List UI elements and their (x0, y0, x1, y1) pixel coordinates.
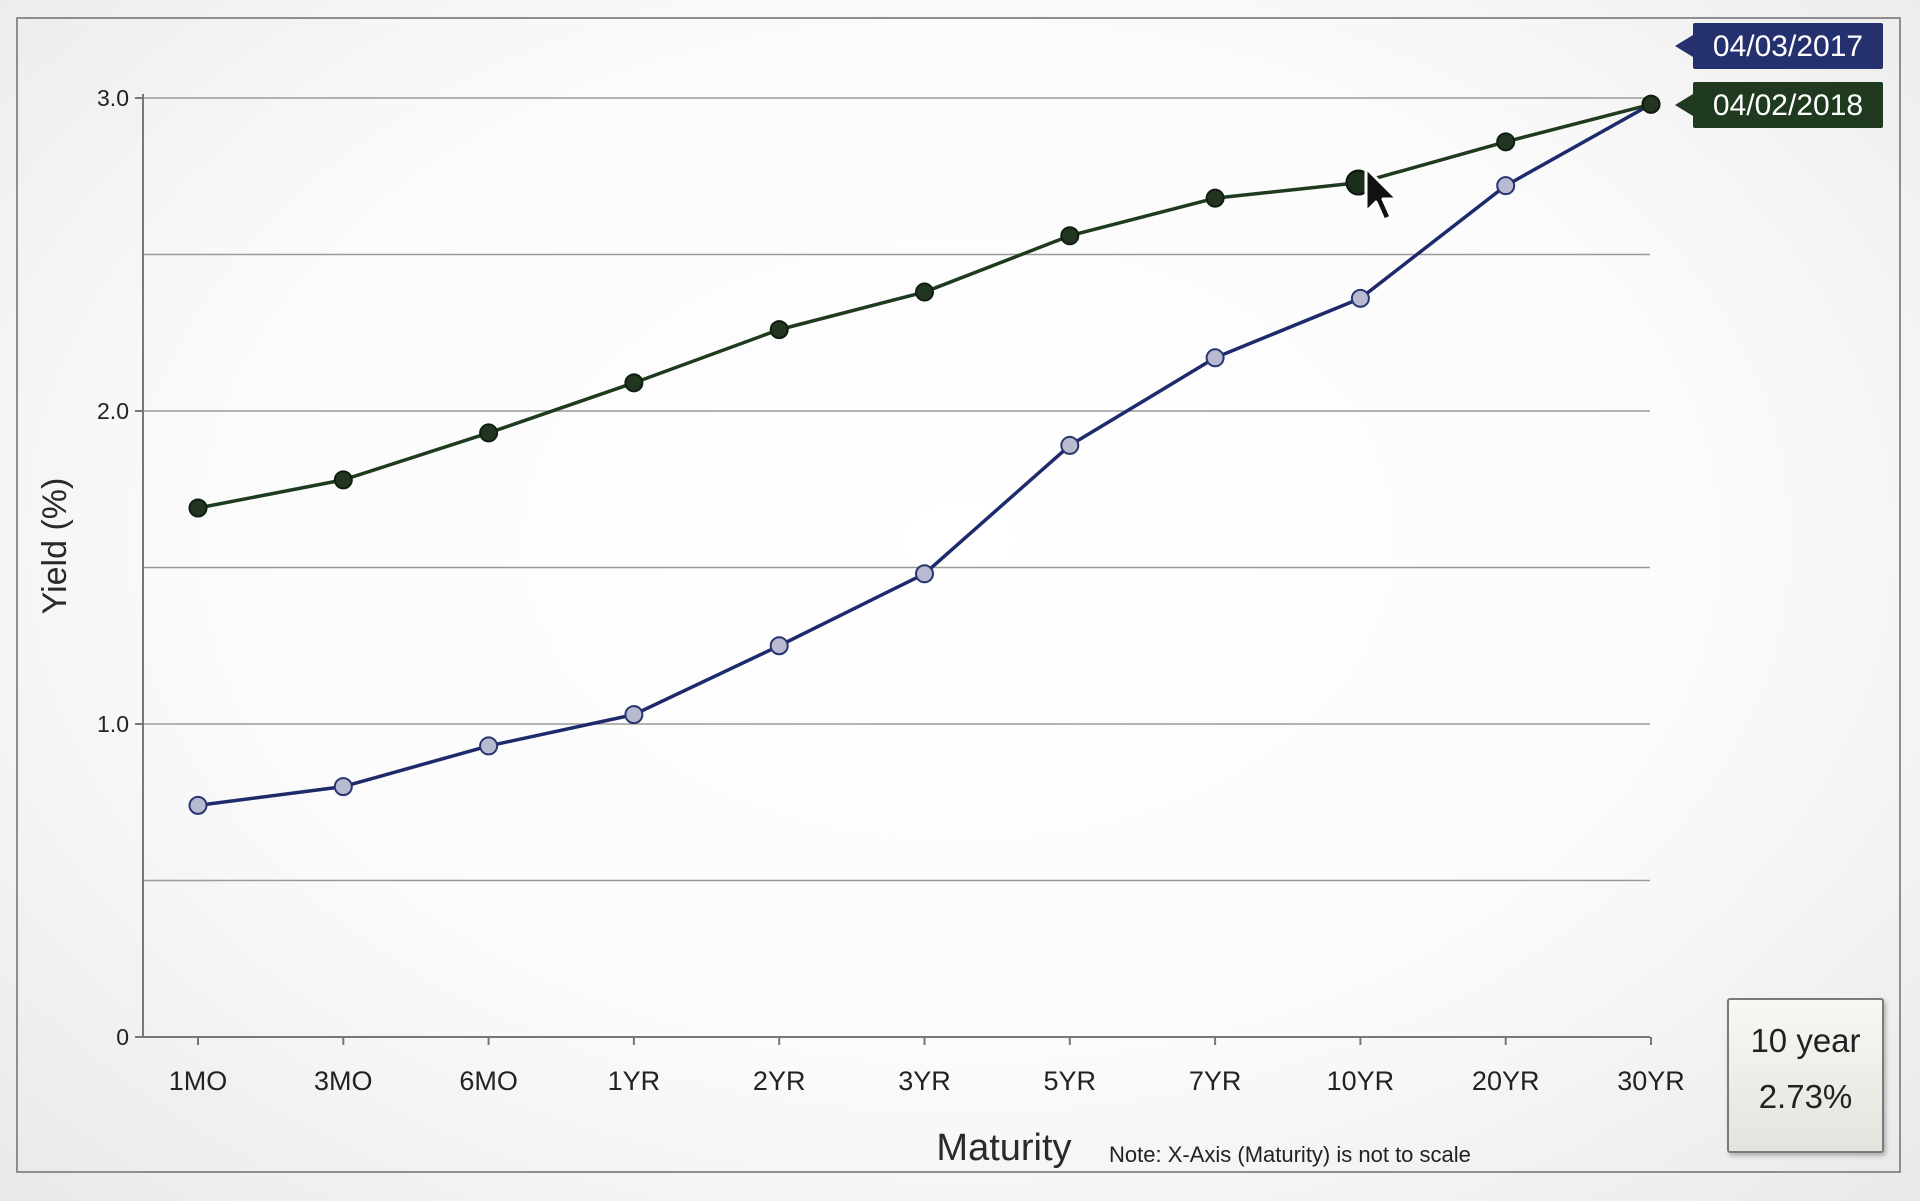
x-tick-label: 20YR (1472, 1066, 1540, 1096)
data-point[interactable] (188, 498, 208, 518)
data-point[interactable] (624, 373, 644, 393)
data-point[interactable] (479, 423, 499, 443)
data-point[interactable] (1496, 176, 1516, 196)
data-point[interactable] (769, 320, 789, 340)
readout-box: 10 year 2.73% (1727, 998, 1884, 1153)
readout-label: 10 year (1750, 1022, 1861, 1059)
y-tick-label: 3.0 (97, 85, 129, 111)
data-point[interactable] (333, 777, 353, 797)
y-tick-label: 0 (116, 1024, 129, 1050)
x-tick-label: 6MO (459, 1066, 518, 1096)
data-point[interactable] (1205, 188, 1225, 208)
mouse-cursor-icon (1364, 166, 1399, 222)
series-tag-label: 04/03/2017 (1713, 30, 1863, 63)
data-point[interactable] (1060, 226, 1080, 246)
data-point[interactable] (769, 636, 789, 656)
axes (135, 94, 1652, 1045)
data-point[interactable] (1060, 435, 1080, 455)
x-tick-label: 7YR (1189, 1066, 1242, 1096)
series-line (197, 102, 1652, 510)
series-lines (188, 94, 1661, 815)
x-tick-label: 5YR (1044, 1066, 1097, 1096)
data-point[interactable] (479, 736, 499, 756)
data-point[interactable] (1496, 132, 1516, 152)
tag-background (1693, 82, 1883, 128)
data-point[interactable] (915, 564, 934, 584)
tag-pointer (1675, 94, 1693, 116)
data-point[interactable] (1350, 288, 1370, 308)
x-tick-labels: 1MO 3MO 6MO 1YR 2YR 3YR 5YR 7YR 10YR 20YR 30YR (169, 1066, 1685, 1096)
data-point[interactable] (1641, 94, 1661, 114)
y-axis-title: Yield (%) (36, 478, 74, 615)
tag-background (1693, 23, 1883, 69)
x-tick-label: 3MO (314, 1066, 373, 1096)
data-point[interactable] (624, 705, 644, 725)
x-tick-label: 1MO (169, 1066, 228, 1096)
grid-lines (143, 97, 1650, 882)
series-tags: 04/03/2017 04/02/2018 (1675, 23, 1883, 128)
y-tick-label: 1.0 (97, 711, 129, 737)
y-tick-label: 2.0 (97, 398, 129, 424)
data-point[interactable] (915, 282, 934, 302)
x-tick-label: 1YR (608, 1066, 661, 1096)
x-tick-label: 10YR (1327, 1066, 1395, 1096)
series-tag: 04/03/2017 (1675, 23, 1883, 69)
readout-value: 2.73% (1758, 1078, 1853, 1115)
series-tag-label: 04/02/2018 (1713, 89, 1863, 122)
y-tick-labels: 0 1.0 2.0 3.0 (97, 85, 129, 1050)
x-tick-label: 30YR (1617, 1066, 1685, 1096)
chart-frame (16, 17, 1901, 1173)
x-axis-title: Maturity (936, 1127, 1071, 1169)
series-tag: 04/02/2018 (1675, 82, 1883, 128)
x-tick-label: 2YR (753, 1066, 806, 1096)
data-point[interactable] (1205, 348, 1225, 368)
x-tick-label: 3YR (898, 1066, 951, 1096)
axis-note: Note: X-Axis (Maturity) is not to scale (1109, 1142, 1471, 1167)
tag-pointer (1675, 35, 1693, 57)
data-point[interactable] (333, 470, 353, 490)
data-point[interactable] (188, 795, 208, 815)
